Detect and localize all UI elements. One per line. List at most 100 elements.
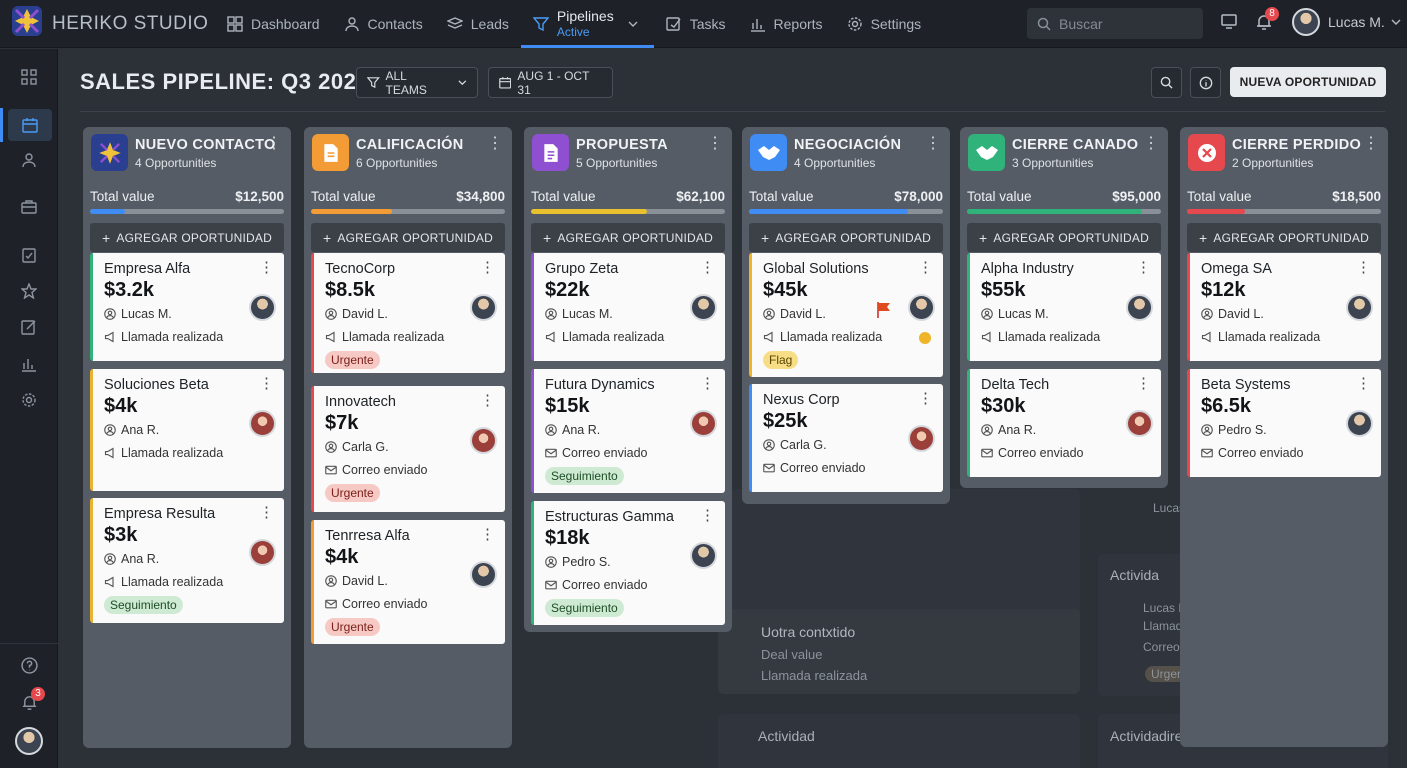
nav-leads[interactable]: Leads (435, 0, 521, 48)
opportunity-card[interactable]: Empresa Resulta $3k Ana R. Llamada realizad… (90, 498, 284, 623)
sidebar-item-tasks[interactable] (14, 240, 44, 270)
opportunity-card[interactable]: Omega SA $12k David L. Llamada realizada ⋮ (1187, 253, 1381, 361)
opportunity-card[interactable]: TecnoCorp $8.5k David L. Llamada realizada U… (311, 253, 505, 373)
card-activity-row: Llamada realizada (325, 329, 495, 345)
opportunity-card[interactable]: Grupo Zeta $22k Lucas M. Llamada realizada ⋮ (531, 253, 725, 361)
column-title: PROPUESTA (576, 137, 668, 153)
opportunity-card[interactable]: Innovatech $7k Carla G. Correo enviado Urgen… (311, 386, 505, 512)
add-opportunity-button[interactable]: + AGREGAR OPORTUNIDAD (311, 223, 505, 252)
opportunity-card[interactable]: Empresa Alfa $3.2k Lucas M. Llamada realiza… (90, 253, 284, 361)
sidebar-item-contacts[interactable] (14, 145, 44, 175)
more-vertical-icon[interactable]: ⋮ (259, 504, 274, 521)
search-box[interactable] (1027, 8, 1203, 39)
teams-filter-dropdown[interactable]: ALL TEAMS (356, 67, 478, 98)
date-range-picker[interactable]: AUG 1 - OCT 31 (488, 67, 613, 98)
card-company: Global Solutions (763, 261, 869, 277)
sidebar-active-indicator (0, 108, 3, 142)
info-button[interactable] (1190, 67, 1221, 98)
more-vertical-icon[interactable]: ⋮ (918, 259, 933, 276)
sidebar-item-edit[interactable] (14, 312, 44, 342)
add-opportunity-button[interactable]: + AGREGAR OPORTUNIDAD (531, 223, 725, 252)
nav-pipelines[interactable]: Pipelines Active (520, 0, 654, 48)
card-amount: $55k (981, 279, 1026, 301)
sidebar-item-help[interactable] (14, 650, 44, 680)
add-opportunity-button[interactable]: + AGREGAR OPORTUNIDAD (749, 223, 943, 252)
opportunity-card[interactable]: Estructuras Gamma $18k Pedro S. Correo envi… (531, 501, 725, 625)
sidebar-item-notifications[interactable] (14, 687, 44, 717)
more-vertical-icon[interactable]: ⋮ (266, 135, 282, 152)
search-input[interactable] (1059, 15, 1189, 32)
opportunity-card[interactable]: Tenrresa Alfa $4k David L. Correo enviado Ur… (311, 520, 505, 644)
card-amount: $4k (104, 395, 138, 417)
opportunity-card[interactable]: Alpha Industry $55k Lucas M. Llamada realiz… (967, 253, 1161, 361)
search-icon (1160, 76, 1173, 89)
add-opportunity-button[interactable]: + AGREGAR OPORTUNIDAD (967, 223, 1161, 252)
opportunity-card[interactable]: Soluciones Beta $4k Ana R. Llamada realizad… (90, 369, 284, 491)
total-value: $62,100 (676, 189, 725, 204)
opportunity-card[interactable]: Global Solutions $45k David L. Llamada real… (749, 253, 943, 377)
add-opportunity-button[interactable]: + AGREGAR OPORTUNIDAD (90, 223, 284, 252)
flag-icon[interactable] (875, 301, 893, 319)
plus-icon: + (102, 229, 111, 246)
card-activity: Llamada realizada (121, 330, 224, 344)
more-vertical-icon[interactable]: ⋮ (925, 135, 941, 152)
more-vertical-icon[interactable]: ⋮ (1363, 135, 1379, 152)
notifications-button[interactable] (1255, 13, 1273, 36)
board-search-button[interactable] (1151, 67, 1182, 98)
more-vertical-icon[interactable]: ⋮ (1356, 375, 1371, 392)
total-value: $12,500 (235, 189, 284, 204)
more-vertical-icon[interactable]: ⋮ (1356, 259, 1371, 276)
plus-icon: + (979, 229, 988, 246)
more-vertical-icon[interactable]: ⋮ (918, 390, 933, 407)
edit-icon (21, 320, 36, 335)
card-owner-row: Lucas M. (545, 306, 715, 322)
sidebar-user-avatar[interactable] (15, 727, 43, 755)
card-owner: Ana R. (121, 552, 160, 566)
user-icon (545, 556, 557, 568)
card-owner: Pedro S. (562, 555, 611, 569)
more-vertical-icon[interactable]: ⋮ (487, 135, 503, 152)
card-company: Nexus Corp (763, 392, 840, 408)
owner-avatar (470, 294, 497, 321)
megaphone-icon (763, 331, 773, 343)
add-opportunity-button[interactable]: + AGREGAR OPORTUNIDAD (1187, 223, 1381, 252)
nav-settings[interactable]: Settings (835, 0, 934, 48)
opportunity-card[interactable]: Futura Dynamics $15k Ana R. Correo enviado S… (531, 369, 725, 493)
nav-tasks[interactable]: Tasks (654, 0, 738, 48)
sidebar-item-settings[interactable] (14, 385, 44, 415)
nav-dashboard[interactable]: Dashboard (215, 0, 332, 48)
megaphone-icon (981, 331, 991, 343)
more-vertical-icon[interactable]: ⋮ (480, 392, 495, 409)
card-company: Empresa Alfa (104, 261, 191, 277)
more-vertical-icon[interactable]: ⋮ (707, 135, 723, 152)
nav-reports-label: Reports (773, 15, 823, 32)
more-vertical-icon[interactable]: ⋮ (480, 526, 495, 543)
more-vertical-icon[interactable]: ⋮ (1136, 375, 1151, 392)
more-vertical-icon[interactable]: ⋮ (1143, 135, 1159, 152)
more-vertical-icon[interactable]: ⋮ (1136, 259, 1151, 276)
sidebar-item-deals[interactable] (14, 192, 44, 222)
opportunity-card[interactable]: Delta Tech $30k Ana R. Correo enviado ⋮ (967, 369, 1161, 477)
sidebar-item-calendar[interactable] (8, 109, 52, 141)
opportunity-card[interactable]: Nexus Corp $25k Carla G. Correo enviado ⋮ (749, 384, 943, 492)
user-icon (104, 424, 116, 436)
messages-button[interactable] (1220, 13, 1238, 36)
more-vertical-icon[interactable]: ⋮ (480, 259, 495, 276)
brand[interactable]: HERIKO STUDIO (0, 4, 215, 43)
column-total: Total value $62,100 (531, 189, 725, 207)
user-menu[interactable]: Lucas M. (1292, 8, 1401, 36)
opportunity-card[interactable]: Beta Systems $6.5k Pedro S. Correo enviado ⋮ (1187, 369, 1381, 477)
sidebar-item-apps[interactable] (14, 62, 44, 92)
new-opportunity-button[interactable]: NUEVA OPORTUNIDAD (1230, 67, 1386, 97)
more-vertical-icon[interactable]: ⋮ (700, 375, 715, 392)
nav-reports[interactable]: Reports (738, 0, 835, 48)
more-vertical-icon[interactable]: ⋮ (259, 375, 274, 392)
more-vertical-icon[interactable]: ⋮ (700, 507, 715, 524)
more-vertical-icon[interactable]: ⋮ (700, 259, 715, 276)
sidebar-item-reports[interactable] (14, 349, 44, 379)
card-amount: $22k (545, 279, 590, 301)
header-divider (80, 111, 1385, 112)
more-vertical-icon[interactable]: ⋮ (259, 259, 274, 276)
nav-contacts[interactable]: Contacts (332, 0, 435, 48)
sidebar-item-favorites[interactable] (14, 276, 44, 306)
